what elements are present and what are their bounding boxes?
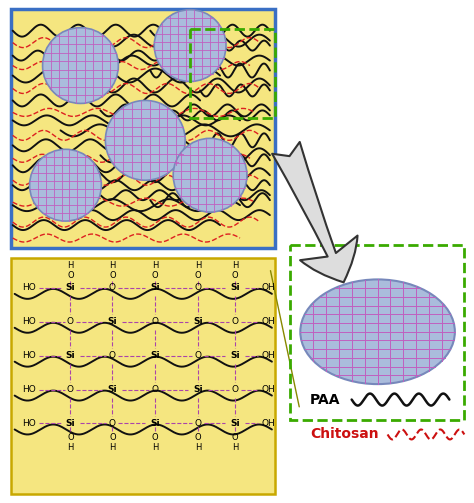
Text: Si: Si (230, 419, 240, 428)
Text: HO: HO (22, 283, 36, 292)
Text: O: O (67, 317, 74, 326)
Text: Si: Si (230, 351, 240, 360)
Circle shape (154, 10, 226, 81)
Circle shape (105, 101, 185, 180)
Text: O: O (232, 272, 238, 281)
Text: O: O (152, 385, 159, 394)
Circle shape (29, 149, 101, 221)
Text: H: H (109, 443, 116, 452)
Text: H: H (232, 443, 238, 452)
Text: OH: OH (261, 351, 275, 360)
Text: O: O (109, 283, 116, 292)
Text: HO: HO (22, 351, 36, 360)
FancyBboxPatch shape (11, 9, 275, 248)
Text: Si: Si (66, 283, 75, 292)
Text: O: O (109, 272, 116, 281)
Text: Si: Si (150, 351, 160, 360)
Text: HO: HO (22, 317, 36, 326)
Text: O: O (67, 433, 74, 442)
Text: O: O (152, 317, 159, 326)
Text: Chitosan: Chitosan (310, 428, 378, 442)
Text: Si: Si (108, 385, 117, 394)
Text: H: H (67, 443, 73, 452)
Ellipse shape (301, 280, 455, 384)
Text: Si: Si (108, 317, 117, 326)
Text: O: O (195, 433, 201, 442)
Text: Si: Si (150, 419, 160, 428)
Text: OH: OH (261, 385, 275, 394)
Text: O: O (195, 283, 201, 292)
Circle shape (173, 138, 247, 212)
Text: Si: Si (230, 283, 240, 292)
Text: PAA: PAA (310, 392, 340, 406)
Text: H: H (109, 262, 116, 271)
Text: OH: OH (261, 419, 275, 428)
Text: H: H (195, 443, 201, 452)
Text: O: O (232, 433, 238, 442)
Text: O: O (231, 385, 238, 394)
Text: O: O (67, 385, 74, 394)
Text: OH: OH (261, 283, 275, 292)
Text: H: H (152, 262, 158, 271)
Text: O: O (152, 272, 158, 281)
Text: H: H (232, 262, 238, 271)
Text: H: H (195, 262, 201, 271)
Text: Si: Si (66, 351, 75, 360)
Text: Si: Si (193, 385, 203, 394)
Text: O: O (195, 351, 201, 360)
Text: O: O (195, 419, 201, 428)
Text: O: O (195, 272, 201, 281)
Text: O: O (109, 433, 116, 442)
Text: Si: Si (150, 283, 160, 292)
Text: H: H (152, 443, 158, 452)
Text: O: O (109, 351, 116, 360)
Circle shape (43, 28, 118, 104)
Text: O: O (152, 433, 158, 442)
FancyBboxPatch shape (11, 258, 275, 494)
Text: HO: HO (22, 419, 36, 428)
Text: Si: Si (66, 419, 75, 428)
Text: OH: OH (261, 317, 275, 326)
Text: O: O (231, 317, 238, 326)
Text: H: H (67, 262, 73, 271)
Text: O: O (109, 419, 116, 428)
Text: O: O (67, 272, 74, 281)
Text: Si: Si (193, 317, 203, 326)
Text: HO: HO (22, 385, 36, 394)
